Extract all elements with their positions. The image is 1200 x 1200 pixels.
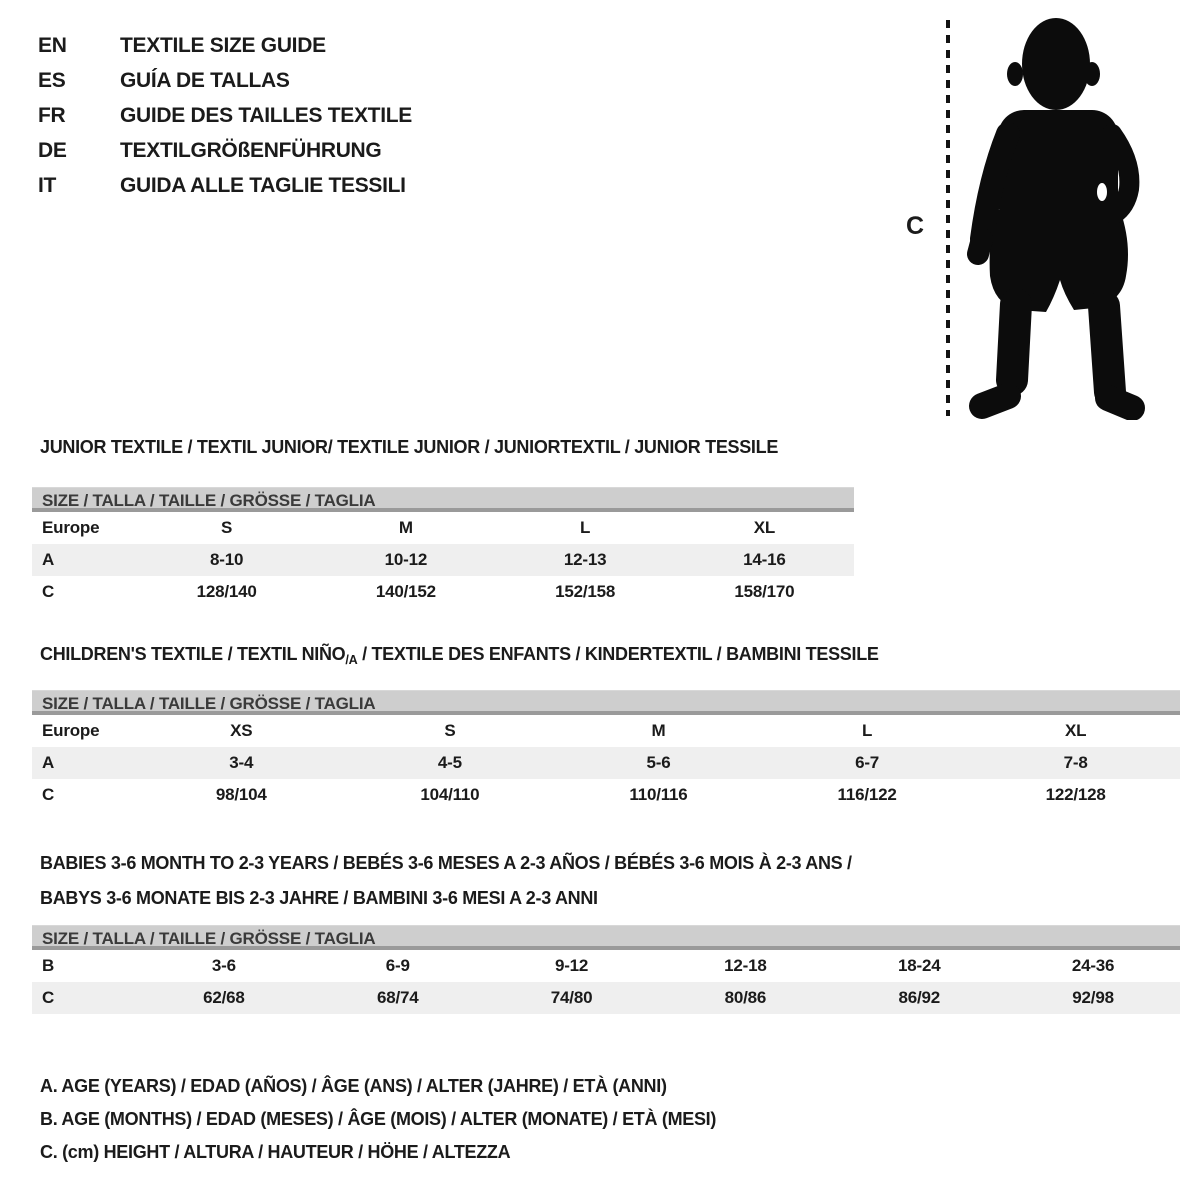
size-cell: 92/98: [1072, 988, 1114, 1007]
babies-size-table: SIZE / TALLA / TAILLE / GRÖSSE / TAGLIA …: [32, 925, 1180, 1014]
size-cell: XL: [753, 518, 776, 537]
size-header-bar: SIZE / TALLA / TAILLE / GRÖSSE / TAGLIA: [32, 690, 1180, 715]
legend-line-c: C. (cm) HEIGHT / ALTURA / HAUTEUR / HÖHE…: [40, 1142, 511, 1162]
size-cell: 5-6: [646, 753, 671, 772]
measure-label-c: C: [906, 212, 925, 240]
size-cell: 104/110: [420, 785, 480, 804]
size-cell: 6-9: [385, 956, 410, 975]
table-row-height: C 98/104 104/110 110/116 116/122 122/128: [32, 779, 1180, 811]
size-cell: 3-6: [211, 956, 236, 975]
children-title-suffix: / TEXTILE DES ENFANTS / KINDERTEXTIL / B…: [357, 644, 879, 664]
language-code: ES: [38, 68, 66, 92]
size-cell: 122/128: [1045, 785, 1106, 804]
baby-silhouette-icon: [967, 18, 1145, 420]
row-label: A: [42, 753, 55, 772]
size-cell: 9-12: [554, 956, 589, 975]
language-code: EN: [38, 33, 67, 57]
table-rows: Europe S M L XL A 8-10 10-12 12-13 14-16…: [32, 512, 854, 608]
size-cell: 3-4: [229, 753, 254, 772]
size-cell: 116/122: [837, 785, 897, 804]
row-label: C: [42, 785, 55, 804]
size-cell: 98/104: [215, 785, 267, 804]
language-list: EN TEXTILE SIZE GUIDE ES GUÍA DE TALLAS …: [38, 28, 412, 203]
size-cell: 152/158: [555, 582, 616, 601]
size-cell: 4-5: [437, 753, 462, 772]
size-cell: S: [444, 721, 456, 740]
size-cell: 86/92: [898, 988, 940, 1007]
size-cell: 14-16: [743, 550, 786, 569]
babies-section-title: BABIES 3-6 MONTH TO 2-3 YEARS / BEBÉS 3-…: [40, 846, 852, 916]
children-section-title: CHILDREN'S TEXTILE / TEXTIL NIÑO/A / TEX…: [40, 644, 879, 667]
size-header-bar: SIZE / TALLA / TAILLE / GRÖSSE / TAGLIA: [32, 925, 1180, 950]
legend: A. AGE (YEARS) / EDAD (AÑOS) / ÂGE (ANS)…: [40, 1070, 716, 1169]
table-row-europe: Europe S M L XL: [32, 512, 854, 544]
table-rows: Europe XS S M L XL A 3-4 4-5 5-6 6-7 7-8…: [32, 715, 1180, 811]
language-label: GUÍA DE TALLAS: [120, 68, 290, 92]
table-row-europe: Europe XS S M L XL: [32, 715, 1180, 747]
row-label: A: [42, 550, 55, 569]
language-row-it: IT GUIDA ALLE TAGLIE TESSILI: [38, 168, 412, 203]
size-cell: 24-36: [1071, 956, 1115, 975]
children-size-table: SIZE / TALLA / TAILLE / GRÖSSE / TAGLIA …: [32, 690, 1180, 811]
babies-title-line1: BABIES 3-6 MONTH TO 2-3 YEARS / BEBÉS 3-…: [40, 853, 852, 873]
language-code: IT: [38, 173, 57, 197]
legend-line-a: A. AGE (YEARS) / EDAD (AÑOS) / ÂGE (ANS)…: [40, 1076, 667, 1096]
size-cell: M: [398, 518, 413, 537]
junior-size-table: SIZE / TALLA / TAILLE / GRÖSSE / TAGLIA …: [32, 487, 854, 608]
children-title-prefix: CHILDREN'S TEXTILE / TEXTIL NIÑO: [40, 644, 346, 664]
size-cell: 7-8: [1063, 753, 1088, 772]
size-cell: 6-7: [855, 753, 880, 772]
size-cell: XS: [230, 721, 253, 740]
language-code: FR: [38, 103, 66, 127]
row-label: C: [42, 582, 55, 601]
row-label: Europe: [42, 518, 100, 537]
language-code: DE: [38, 138, 67, 162]
table-row-age: A 8-10 10-12 12-13 14-16: [32, 544, 854, 576]
language-row-de: DE TEXTILGRÖßENFÜHRUNG: [38, 133, 412, 168]
size-cell: 12-13: [563, 550, 607, 569]
language-label: TEXTILE SIZE GUIDE: [120, 33, 326, 57]
size-cell: 110/116: [629, 785, 688, 804]
children-title-subscript: /A: [345, 652, 358, 667]
height-measure-dashed-line: [946, 20, 950, 416]
size-cell: 68/74: [376, 988, 419, 1007]
language-label: TEXTILGRÖßENFÜHRUNG: [120, 138, 382, 162]
table-row-months: B 3-6 6-9 9-12 12-18 18-24 24-36: [32, 950, 1180, 982]
size-cell: 12-18: [724, 956, 767, 975]
table-row-height: C 128/140 140/152 152/158 158/170: [32, 576, 854, 608]
language-label: GUIDA ALLE TAGLIE TESSILI: [120, 173, 406, 197]
table-row-age: A 3-4 4-5 5-6 6-7 7-8: [32, 747, 1180, 779]
row-label: Europe: [42, 721, 100, 740]
size-cell: 8-10: [210, 550, 244, 569]
size-cell: L: [861, 721, 873, 740]
language-row-es: ES GUÍA DE TALLAS: [38, 63, 412, 98]
size-cell: 18-24: [897, 956, 941, 975]
row-label: B: [42, 956, 55, 975]
language-row-en: EN TEXTILE SIZE GUIDE: [38, 28, 412, 63]
junior-section-title: JUNIOR TEXTILE / TEXTIL JUNIOR/ TEXTILE …: [40, 437, 779, 457]
size-cell: L: [580, 518, 591, 537]
size-cell: M: [651, 721, 666, 740]
size-cell: 74/80: [550, 988, 593, 1007]
legend-line-b: B. AGE (MONTHS) / EDAD (MESES) / ÂGE (MO…: [40, 1109, 717, 1129]
size-cell: 128/140: [196, 582, 257, 601]
size-cell: 158/170: [734, 582, 795, 601]
size-header-bar: SIZE / TALLA / TAILLE / GRÖSSE / TAGLIA: [32, 487, 854, 512]
size-cell: 140/152: [375, 582, 436, 601]
table-rows: B 3-6 6-9 9-12 12-18 18-24 24-36 C 62/68…: [32, 950, 1180, 1014]
size-cell: S: [221, 518, 233, 537]
size-cell: 62/68: [203, 988, 245, 1007]
size-cell: XL: [1065, 721, 1087, 740]
size-cell: 10-12: [384, 550, 428, 569]
babies-title-line2: BABYS 3-6 MONATE BIS 2-3 JAHRE / BAMBINI…: [40, 888, 598, 908]
size-cell: 80/86: [724, 988, 767, 1007]
language-row-fr: FR GUIDE DES TAILLES TEXTILE: [38, 98, 412, 133]
row-label: C: [42, 988, 55, 1007]
table-row-height: C 62/68 68/74 74/80 80/86 86/92 92/98: [32, 982, 1180, 1014]
language-label: GUIDE DES TAILLES TEXTILE: [120, 103, 412, 127]
